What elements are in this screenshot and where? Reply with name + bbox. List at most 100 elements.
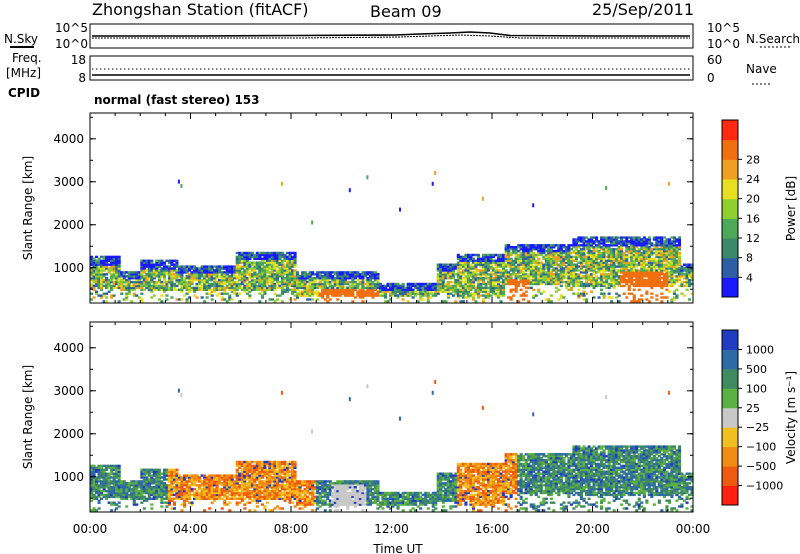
scatter-cell — [135, 271, 139, 274]
scatter-cell — [672, 248, 676, 251]
scatter-cell — [301, 277, 305, 280]
scatter-cell — [532, 277, 536, 280]
scatter-cell — [557, 278, 561, 282]
scatter-cell — [524, 261, 528, 264]
scatter-cell — [172, 273, 176, 276]
scatter-cell — [436, 273, 440, 276]
scatter-cell — [278, 269, 282, 272]
scatter-cell — [147, 472, 151, 475]
scatter-cell — [280, 290, 284, 293]
scatter-cell — [617, 275, 621, 278]
scatter-cell — [446, 269, 450, 272]
scatter-cell — [640, 257, 644, 260]
scatter-cell — [291, 263, 295, 266]
scatter-cell — [117, 286, 121, 290]
scatter-cell — [112, 466, 116, 469]
scatter-cell — [100, 493, 104, 497]
scatter-cell — [105, 261, 109, 264]
scatter-cell — [572, 255, 576, 259]
scatter-cell — [567, 280, 571, 284]
scatter-cell — [183, 277, 187, 280]
scatter-cell — [280, 300, 284, 303]
scatter-cell — [547, 246, 551, 249]
scatter-cell — [115, 255, 119, 259]
scatter-cell — [253, 487, 257, 491]
scatter-cell — [489, 277, 493, 280]
scatter-cell — [288, 298, 292, 301]
scatter-cell — [484, 284, 488, 288]
scatter-cell — [622, 253, 626, 257]
scatter-cell — [582, 246, 586, 249]
scatter-cell — [625, 263, 629, 266]
scatter-cell — [142, 271, 146, 274]
scatter-cell — [507, 271, 511, 274]
scatter-cell — [471, 271, 475, 274]
scatter-cell — [253, 470, 257, 473]
scatter-cell — [514, 261, 518, 264]
scatter-cell — [645, 273, 649, 276]
scatter-cell — [288, 273, 292, 276]
scatter-cell — [657, 261, 661, 264]
scatter-cell — [102, 300, 106, 303]
scatter-cell — [497, 280, 501, 284]
scatter-cell — [466, 292, 470, 295]
scatter-cell — [213, 484, 217, 487]
scatter-cell — [492, 288, 496, 291]
scatter-cell — [326, 271, 330, 274]
scatter-cell — [140, 493, 144, 497]
scatter-cell — [527, 267, 531, 270]
scatter-cell — [170, 261, 174, 264]
scatter-cell — [630, 244, 634, 247]
scatter-cell — [303, 278, 307, 282]
scatter-cell — [579, 277, 583, 280]
scatter-cell — [464, 282, 468, 286]
scatter-cell — [363, 292, 367, 295]
scatter-cell — [316, 292, 320, 295]
scatter-cell — [137, 491, 141, 495]
scatter-cell — [509, 253, 513, 257]
scatter-cell — [250, 486, 254, 489]
scatter-cell — [607, 296, 611, 299]
scatter-cell — [502, 267, 506, 270]
scatter-cell — [585, 300, 589, 303]
scatter-cell — [198, 275, 202, 278]
scatter-cell — [368, 271, 372, 274]
scatter-cell — [235, 280, 239, 284]
scatter-cell — [198, 480, 202, 483]
scatter-cell — [127, 288, 131, 291]
scatter-cell — [213, 497, 217, 500]
scatter-cell — [607, 275, 611, 278]
scatter-cell — [311, 284, 315, 288]
scatter-cell — [117, 466, 121, 469]
scatter-cell — [489, 271, 493, 274]
scatter-cell — [115, 261, 119, 264]
scatter-cell — [464, 253, 468, 257]
scatter-cell — [102, 474, 106, 477]
scatter-cell — [220, 482, 224, 485]
scatter-cell — [228, 269, 232, 272]
scatter-cell — [595, 278, 599, 282]
scatter-cell — [574, 253, 578, 257]
scatter-cell — [203, 489, 207, 493]
scatter-cell — [270, 286, 274, 290]
scatter-cell — [627, 246, 631, 249]
scatter-cell — [195, 282, 199, 286]
scatter-cell — [145, 277, 149, 280]
scatter-cell — [195, 286, 199, 290]
scatter-cell — [280, 265, 284, 268]
scatter-cell — [630, 255, 634, 259]
scatter-cell — [542, 257, 546, 260]
scatter-cell — [157, 468, 161, 471]
scatter-cell — [610, 249, 614, 253]
scatter-cell — [160, 271, 164, 274]
scatter-cell — [637, 240, 641, 243]
scatter-cell — [137, 497, 141, 500]
scatter-cell — [142, 478, 146, 481]
scatter-cell — [627, 248, 631, 251]
scatter-cell — [122, 486, 126, 489]
scatter-cell — [479, 263, 483, 266]
scatter-cell — [127, 486, 131, 489]
scatter-cell — [250, 253, 254, 257]
scatter-cell — [645, 261, 649, 264]
scatter-cell — [208, 497, 212, 500]
